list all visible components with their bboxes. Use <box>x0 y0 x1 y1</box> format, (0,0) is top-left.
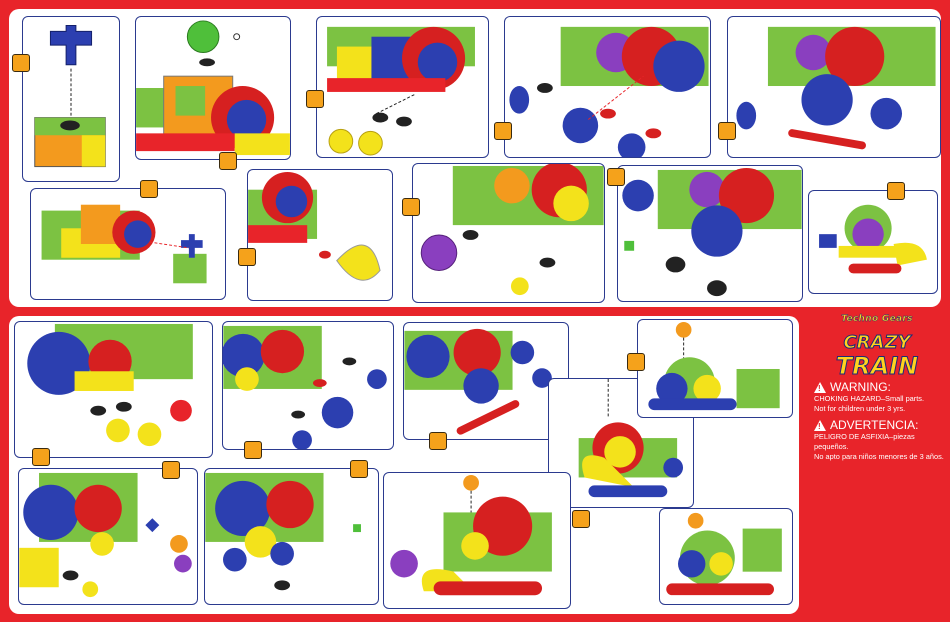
step-badge <box>162 461 180 479</box>
warning-line: Not for children under 3 yrs. <box>814 404 906 413</box>
assembly-illustration <box>404 328 552 435</box>
step-badge <box>140 180 158 198</box>
step-panel-19 <box>659 508 793 605</box>
assembly-illustration <box>390 474 552 596</box>
logo-word-1: CRAZY <box>843 332 911 354</box>
assembly-illustration <box>205 472 361 591</box>
assembly-illustration <box>327 26 475 156</box>
step-panel-15 <box>637 319 793 418</box>
step-badge <box>718 122 736 140</box>
assembly-illustration <box>819 204 927 274</box>
step-panel-4 <box>504 16 711 158</box>
step-badge <box>607 168 625 186</box>
step-panel-1 <box>22 16 120 182</box>
assembly-illustration <box>27 323 193 447</box>
step-badge <box>219 152 237 170</box>
brand-block: Techno Gears CRAZY TRAIN <box>812 314 942 388</box>
step-panel-7 <box>247 169 393 301</box>
warning-line: No apto para niños menores de 3 años. <box>814 452 944 461</box>
logo-word-2: TRAIN <box>835 352 919 381</box>
step-panel-14 <box>548 378 694 508</box>
assembly-illustration <box>41 204 207 284</box>
step-panel-6 <box>30 188 226 300</box>
assembly-illustration <box>223 325 387 449</box>
warning-triangle-icon: ! <box>814 381 826 393</box>
product-logo: CRAZY TRAIN <box>827 326 927 388</box>
step-panel-8 <box>412 163 605 303</box>
assembly-illustration <box>19 472 192 598</box>
warning-title: WARNING: <box>830 380 891 394</box>
assembly-illustration <box>509 26 709 157</box>
assembly-illustration <box>248 171 381 281</box>
warning-title: ADVERTENCIA: <box>830 418 919 432</box>
warning-line: CHOKING HAZARD–Small parts. <box>814 394 925 403</box>
step-badge <box>306 90 324 108</box>
step-badge <box>402 198 420 216</box>
assembly-illustration <box>666 512 782 596</box>
warning-spanish: ! ADVERTENCIA: PELIGRO DE ASFIXIA–piezas… <box>814 418 950 462</box>
step-badge <box>572 510 590 528</box>
step-badge <box>429 432 447 450</box>
step-panel-17 <box>204 468 379 605</box>
warning-line: PELIGRO DE ASFIXIA–piezas pequeños. <box>814 432 915 451</box>
step-badge <box>244 441 262 459</box>
assembly-illustration <box>420 164 604 296</box>
warning-triangle-icon: ! <box>814 419 826 431</box>
step-badge <box>350 460 368 478</box>
step-panel-10 <box>808 190 938 294</box>
step-panel-16 <box>18 468 198 605</box>
assembly-illustration <box>34 25 106 168</box>
step-panel-2 <box>135 16 291 160</box>
step-panel-3 <box>316 16 489 158</box>
step-badge <box>494 122 512 140</box>
step-badge <box>627 353 645 371</box>
step-panel-5 <box>727 16 941 158</box>
assembly-illustration <box>736 26 936 150</box>
warning-english: ! WARNING: CHOKING HAZARD–Small parts. N… <box>814 380 950 414</box>
assembly-illustration <box>648 321 780 411</box>
step-badge <box>238 248 256 266</box>
assembly-illustration <box>136 20 290 156</box>
step-badge <box>887 182 905 200</box>
brand-tagline: Techno Gears <box>841 314 913 324</box>
step-badge <box>12 54 30 72</box>
step-panel-9 <box>617 165 803 302</box>
assembly-illustration <box>578 379 684 498</box>
step-panel-13 <box>403 322 569 440</box>
step-panel-18 <box>383 472 571 609</box>
step-badge <box>32 448 50 466</box>
assembly-illustration <box>622 167 802 297</box>
step-panel-11 <box>14 321 213 458</box>
step-panel-12 <box>222 321 394 450</box>
